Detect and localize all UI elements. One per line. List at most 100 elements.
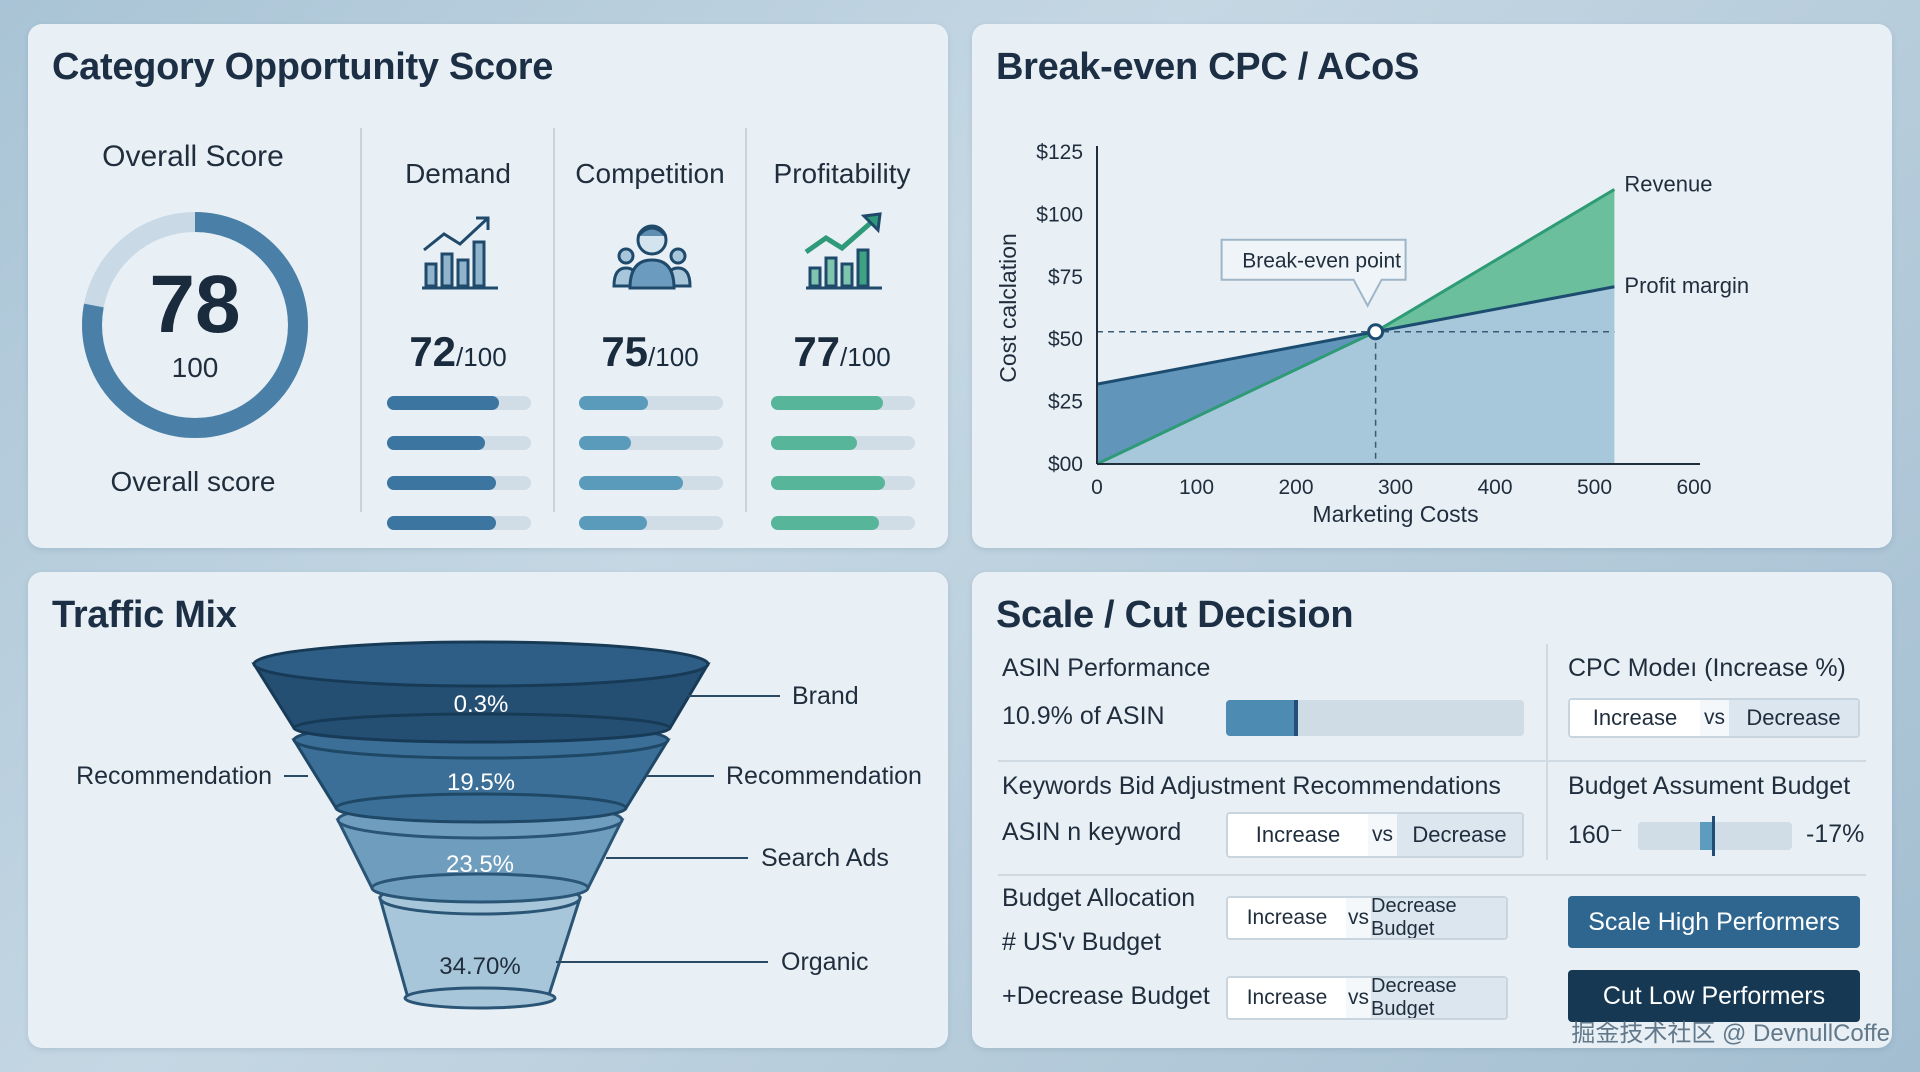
toggle-decrease-option[interactable]: Decrease [1397,814,1522,856]
asin-performance-label: ASIN Performance [1002,654,1211,682]
divider [998,874,1866,876]
scale-card-title: Scale / Cut Decision [996,594,1354,636]
y-tick-label: $25 [1048,391,1083,414]
y-tick-label: $125 [1036,141,1083,164]
series-label-revenue: Revenue [1624,171,1712,196]
toggle-decrease-option[interactable]: Decrease Budget [1371,978,1506,1018]
metric-bar [579,516,723,530]
slider-knob[interactable] [1700,822,1712,850]
funnel-value: 34.70% [439,953,520,980]
breakeven-chart: 0 100 200 300 400 500 600 $00 $25 $50 $75 $100 $125 M… [995,141,1749,527]
decrease-budget-toggle[interactable]: Increase vs Decrease Budget [1226,976,1508,1020]
metric-demand: Demand 72/100 [363,124,553,530]
metric-bar [387,436,531,450]
funnel-label-right: Recommendation [726,762,922,790]
asin-keyword-label: ASIN n keyword [1002,818,1182,846]
metric-bar [771,396,915,410]
metric-bar [579,396,723,410]
budget-assument-label: Budget Assument Budget [1568,772,1851,800]
metric-score: 77/100 [793,328,891,375]
category-card-title: Category Opportunity Score [52,46,554,88]
toggle-decrease-option[interactable]: Decrease [1729,700,1858,736]
toggle-decrease-option[interactable]: Decrease Budget [1371,898,1506,938]
traffic-mix-card: Traffic Mix 0.3% 19.5% 23.5% 34. [28,572,948,1048]
funnel-layer-brand [251,640,711,744]
breakeven-card: Break-even CPC / ACoS 0 100 200 300 400 500 60… [972,24,1892,548]
metric-label: Competition [575,158,725,189]
funnel-label-left: Recommendation [76,762,272,790]
y-axis-label: Cost calclation [995,233,1021,383]
toggle-increase-option[interactable]: Increase [1570,700,1700,736]
budget-slider[interactable] [1638,816,1792,856]
keyword-bid-toggle[interactable]: Increase vs Decrease [1226,812,1524,858]
category-opportunity-card: Category Opportunity Score Overall Score… [28,24,948,548]
x-axis-label: Marketing Costs [1312,501,1478,527]
revenue-area [1375,189,1615,332]
cut-low-performers-button[interactable]: Cut Low Performers [1568,970,1860,1022]
watermark: 掘金技术社区 @ DevnullCoffe [1571,1020,1890,1047]
scale-cut-card: Scale / Cut Decision ASIN Performance 10… [972,572,1892,1048]
callout-box [1220,238,1407,308]
budget-right-value: -17% [1806,820,1865,848]
metric-bar [579,476,723,490]
metric-label: Demand [405,158,511,189]
slider-marker [1712,816,1715,856]
toggle-increase-option[interactable]: Increase [1228,898,1346,938]
cpc-model-label: CPC Modeı (Increase %) [1568,654,1846,682]
x-tick-label: 400 [1477,476,1512,499]
traffic-card-title: Traffic Mix [52,594,237,636]
metric-label: Profitability [773,158,911,189]
cpc-model-toggle[interactable]: Increase vs Decrease [1568,698,1860,738]
people-icon [612,224,692,290]
metric-bar [387,476,531,490]
overall-score-max: 100 [171,352,219,383]
metric-bar [579,436,723,450]
funnel-value: 23.5% [446,851,514,878]
metric-divider [360,128,362,512]
divider [1546,644,1548,860]
y-tick-label: $100 [1036,203,1083,226]
asin-performance-bar [1226,700,1524,736]
traffic-funnel: 0.3% 19.5% 23.5% 34.70% Brand Recommenda… [76,640,922,1010]
toggle-vs-label: vs [1348,906,1369,929]
overall-score-value: 78 [149,259,241,350]
budget-allocation-label: Budget Allocation [1002,884,1196,912]
metric-competition: Competition 75/100 [555,124,745,530]
x-tick-label: 600 [1676,476,1711,499]
y-tick-label: $00 [1048,453,1083,476]
x-tick-label: 200 [1278,476,1313,499]
metric-bar [387,396,531,410]
toggle-increase-option[interactable]: Increase [1228,814,1368,856]
x-tick-label: 100 [1179,476,1214,499]
series-label-profit-margin: Profit margin [1624,273,1749,298]
overall-score-label: Overall Score [102,140,284,173]
toggle-vs-label: vs [1372,823,1393,846]
divider [998,760,1866,762]
breakeven-point [1367,323,1385,341]
bar-chart-up-icon [804,212,882,290]
toggle-increase-option[interactable]: Increase [1228,978,1346,1018]
funnel-value: 19.5% [447,769,515,796]
metric-bar [771,476,915,490]
overall-score-caption: Overall score [110,466,276,497]
metric-profitability: Profitability 77/100 [747,124,937,530]
x-tick-label: 0 [1091,476,1103,499]
callout-label: Break-even point [1242,250,1401,273]
funnel-value: 0.3% [454,691,509,718]
y-tick-label: $75 [1048,266,1083,289]
overall-score-donut [82,212,308,438]
toggle-vs-label: vs [1704,706,1725,729]
keywords-bid-label: Keywords Bid Adjustment Recommendations [1002,772,1501,800]
scale-high-performers-button[interactable]: Scale High Performers [1568,896,1860,948]
metric-divider [553,128,555,512]
funnel-label-right: Search Ads [761,844,889,872]
metric-score: 72/100 [409,328,507,375]
x-tick-label: 500 [1577,476,1612,499]
us-budget-label: # US'v Budget [1002,928,1162,956]
budget-allocation-toggle[interactable]: Increase vs Decrease Budget [1226,896,1508,940]
x-tick-label: 300 [1378,476,1413,499]
bar-chart-trend-icon [422,216,498,290]
toggle-vs-label: vs [1348,986,1369,1009]
metric-bar [771,516,915,530]
decrease-budget-label: +Decrease Budget [1002,982,1210,1010]
